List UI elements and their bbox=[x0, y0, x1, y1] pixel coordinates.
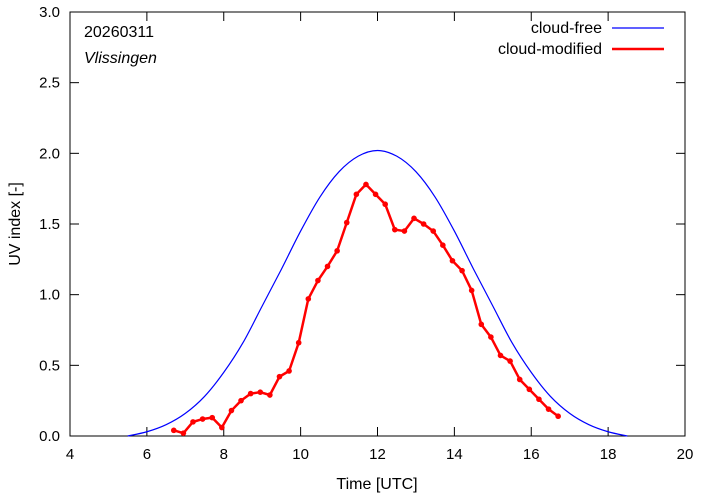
x-tick-label: 12 bbox=[369, 446, 386, 463]
data-point-cloud-modified bbox=[247, 390, 254, 397]
legend-label-cloud-free: cloud-free bbox=[531, 20, 602, 37]
data-point-cloud-modified bbox=[401, 228, 408, 234]
data-point-cloud-modified bbox=[343, 219, 350, 226]
x-axis-label: Time [UTC] bbox=[336, 476, 417, 493]
data-point-cloud-modified bbox=[238, 397, 244, 404]
data-point-cloud-modified bbox=[209, 414, 216, 421]
series-layer bbox=[127, 149, 628, 437]
data-point-cloud-modified bbox=[488, 334, 494, 340]
data-point-cloud-modified bbox=[545, 406, 552, 412]
data-point-cloud-modified bbox=[228, 407, 235, 414]
data-point-cloud-modified bbox=[372, 191, 379, 198]
data-point-cloud-modified bbox=[276, 373, 283, 380]
x-tick-label: 6 bbox=[143, 446, 151, 463]
data-point-cloud-modified bbox=[536, 396, 542, 403]
y-tick-label: 2.0 bbox=[39, 145, 60, 162]
data-point-cloud-modified bbox=[391, 226, 398, 233]
x-tick-label: 16 bbox=[523, 446, 540, 463]
series-line-cloud-free bbox=[127, 149, 628, 437]
data-point-cloud-modified bbox=[324, 263, 331, 270]
data-point-cloud-modified bbox=[411, 215, 417, 222]
data-point-cloud-modified bbox=[199, 416, 206, 422]
x-tick-label: 4 bbox=[66, 446, 74, 463]
data-point-cloud-modified bbox=[430, 228, 437, 234]
x-tick-label: 20 bbox=[677, 446, 694, 463]
data-point-cloud-modified bbox=[449, 257, 456, 264]
data-point-cloud-modified bbox=[219, 424, 225, 431]
data-point-cloud-modified bbox=[190, 419, 196, 425]
location-annotation: Vlissingen bbox=[84, 50, 157, 67]
data-point-cloud-modified bbox=[170, 427, 177, 434]
legend-label-cloud-modified: cloud-modified bbox=[498, 41, 602, 58]
plot-frame bbox=[69, 11, 686, 437]
data-point-cloud-modified bbox=[497, 352, 504, 359]
data-point-cloud-modified bbox=[363, 181, 369, 188]
data-point-cloud-modified bbox=[459, 267, 465, 274]
y-tick-label: 0.0 bbox=[39, 428, 60, 445]
y-tick-label: 1.5 bbox=[39, 216, 60, 233]
x-tick-label: 14 bbox=[446, 446, 463, 463]
data-point-cloud-modified bbox=[286, 368, 292, 374]
data-point-cloud-modified bbox=[382, 201, 388, 208]
data-point-cloud-modified bbox=[440, 242, 446, 248]
y-tick-label: 0.5 bbox=[39, 357, 60, 374]
data-point-cloud-modified bbox=[468, 287, 475, 294]
y-tick-label: 1.0 bbox=[39, 287, 60, 304]
date-annotation: 20260311 bbox=[84, 24, 154, 41]
axis-ticks: 4 6 8 10 12 14 16 18 20 0.0 0.5 1.0 1.5 2.0 2.5 3.0 bbox=[39, 4, 693, 463]
data-point-cloud-modified bbox=[507, 358, 513, 364]
y-axis-label: UV index [-] bbox=[7, 182, 24, 266]
x-tick-label: 8 bbox=[220, 446, 228, 463]
data-point-cloud-modified bbox=[257, 389, 264, 395]
data-point-cloud-modified bbox=[420, 221, 427, 227]
x-tick-label: 10 bbox=[292, 446, 309, 463]
data-point-cloud-modified bbox=[267, 392, 273, 398]
data-point-cloud-modified bbox=[353, 191, 360, 198]
y-tick-label: 2.5 bbox=[39, 75, 60, 92]
legend: cloud-free cloud-modified bbox=[498, 20, 664, 58]
y-tick-label: 3.0 bbox=[39, 4, 60, 21]
data-point-cloud-modified bbox=[478, 321, 485, 328]
data-point-cloud-modified bbox=[526, 386, 533, 393]
data-point-cloud-modified bbox=[305, 296, 312, 302]
data-point-cloud-modified bbox=[315, 277, 321, 284]
x-tick-label: 18 bbox=[600, 446, 617, 463]
data-point-cloud-modified bbox=[555, 413, 561, 420]
data-point-cloud-modified bbox=[334, 248, 340, 254]
series-line-cloud-modified bbox=[173, 183, 559, 435]
data-point-cloud-modified bbox=[295, 339, 302, 346]
data-point-cloud-modified bbox=[516, 376, 523, 383]
data-point-cloud-modified bbox=[180, 430, 187, 436]
